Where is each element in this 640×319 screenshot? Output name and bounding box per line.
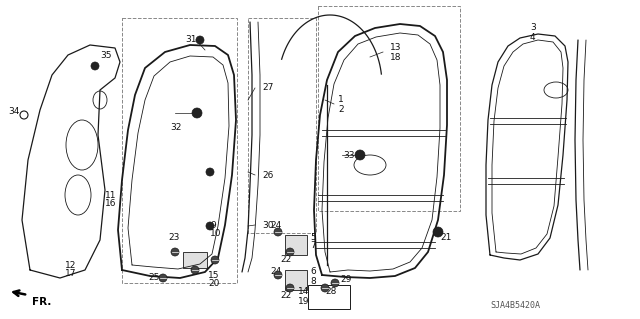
Text: 22: 22 [280,256,291,264]
Text: 7: 7 [310,241,316,250]
Circle shape [286,248,294,256]
Circle shape [433,227,443,237]
Circle shape [171,248,179,256]
Text: 31: 31 [185,35,196,44]
Text: 30: 30 [262,220,273,229]
Circle shape [20,111,28,119]
Circle shape [206,168,214,176]
Text: 34: 34 [8,108,19,116]
Circle shape [91,62,99,70]
Bar [183,252,207,268]
Text: 28: 28 [325,287,337,296]
Circle shape [192,108,202,118]
Text: 6: 6 [310,268,316,277]
Text: 24: 24 [270,220,281,229]
Circle shape [331,279,339,287]
Text: 4: 4 [530,33,536,41]
Text: 35: 35 [100,50,111,60]
Text: 5: 5 [310,233,316,241]
Circle shape [196,36,204,44]
Text: 33: 33 [343,151,355,160]
Circle shape [286,284,294,292]
Text: 22: 22 [280,292,291,300]
Text: 2: 2 [338,105,344,114]
Circle shape [321,284,329,292]
Text: 26: 26 [262,170,273,180]
Text: 9: 9 [210,220,216,229]
Text: 3: 3 [530,24,536,33]
Text: SJA4B5420A: SJA4B5420A [490,300,540,309]
Circle shape [159,274,167,282]
Text: 32: 32 [170,123,181,132]
Text: 19: 19 [298,296,310,306]
Text: 17: 17 [65,270,77,278]
Text: 27: 27 [262,84,273,93]
Bar [285,270,307,290]
Circle shape [274,228,282,236]
Circle shape [206,222,214,230]
Text: 1: 1 [338,95,344,105]
Text: FR.: FR. [32,297,51,307]
Text: 8: 8 [310,277,316,286]
Text: 12: 12 [65,261,76,270]
Text: 13: 13 [390,43,401,53]
Text: 25: 25 [148,273,159,283]
Text: 24: 24 [270,268,281,277]
Bar [285,235,307,255]
Circle shape [211,256,219,264]
Text: 15: 15 [208,271,220,279]
Circle shape [191,266,199,274]
Text: 20: 20 [208,279,220,288]
Text: 16: 16 [105,199,116,209]
Bar [308,285,350,309]
Circle shape [355,150,365,160]
Circle shape [274,271,282,279]
Bar [122,18,237,283]
Text: 11: 11 [105,190,116,199]
Text: 18: 18 [390,53,401,62]
Text: 10: 10 [210,229,221,239]
Text: 14: 14 [298,287,309,296]
Text: 21: 21 [440,234,451,242]
Bar [248,18,316,233]
Text: 23: 23 [168,233,179,241]
Bar [318,6,460,211]
Text: 29: 29 [340,276,351,285]
